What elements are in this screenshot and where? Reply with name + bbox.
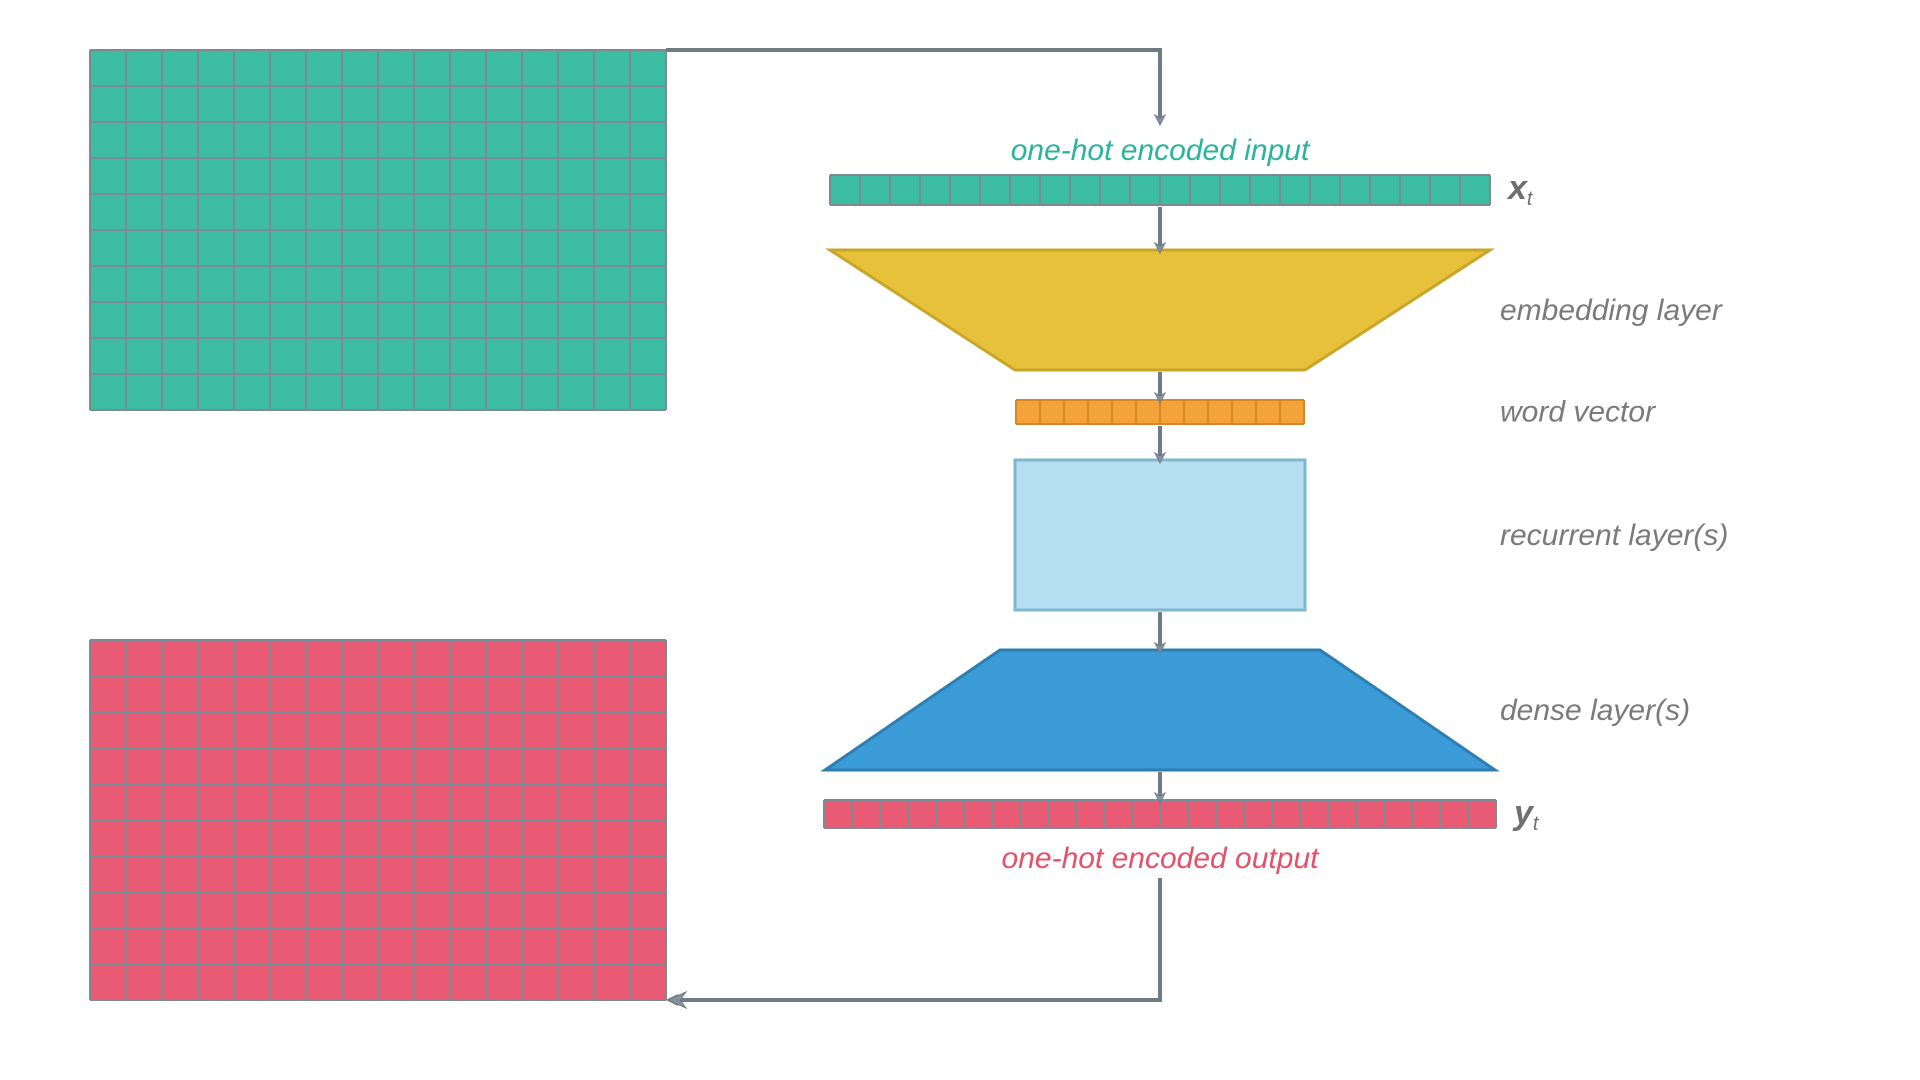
output-vector-row	[824, 800, 1496, 828]
y-t-label: yt	[1512, 794, 1540, 835]
network-stack: one-hot encoded input xt embedding layer…	[824, 134, 1728, 875]
embedding-layer-shape	[830, 250, 1490, 370]
dense-layer-shape	[825, 650, 1495, 770]
recurrent-layer-shape	[1015, 460, 1305, 610]
output-matrix-grid	[90, 640, 666, 1000]
dense-layer-label: dense layer(s)	[1500, 694, 1690, 727]
input-vector-row	[830, 175, 1490, 205]
x-t-label: xt	[1506, 169, 1534, 210]
onehot-output-label: one-hot encoded output	[1002, 842, 1321, 875]
connector-bottom-arrow	[668, 878, 1160, 1008]
connector-top-arrow	[666, 50, 1160, 120]
word-vector-row	[1016, 400, 1304, 424]
embedding-layer-label: embedding layer	[1500, 294, 1723, 327]
word-vector-label: word vector	[1500, 396, 1656, 429]
onehot-input-label: one-hot encoded input	[1011, 134, 1311, 167]
diagram-canvas: one-hot encoded input xt embedding layer…	[0, 0, 1920, 1080]
input-matrix-grid	[90, 50, 666, 410]
recurrent-layer-label: recurrent layer(s)	[1500, 519, 1728, 552]
